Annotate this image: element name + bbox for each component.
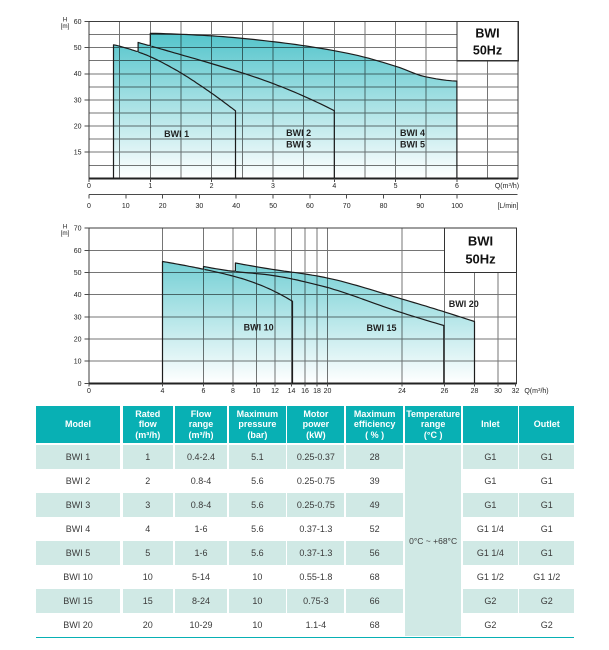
- svg-text:26: 26: [441, 388, 449, 395]
- svg-text:BWI 3: BWI 3: [286, 140, 311, 150]
- svg-text:32: 32: [512, 388, 520, 395]
- svg-text:28: 28: [471, 388, 479, 395]
- svg-text:BWI 15: BWI 15: [366, 323, 396, 333]
- svg-text:60: 60: [74, 19, 82, 26]
- svg-text:0: 0: [87, 203, 91, 210]
- svg-text:BWI: BWI: [475, 27, 499, 41]
- svg-text:90: 90: [416, 203, 424, 210]
- svg-text:H: H: [63, 17, 68, 24]
- svg-text:BWI 10: BWI 10: [244, 322, 274, 332]
- svg-text:14: 14: [288, 388, 296, 395]
- svg-text:4: 4: [161, 388, 165, 395]
- svg-text:3: 3: [271, 183, 275, 190]
- svg-text:70: 70: [343, 203, 351, 210]
- svg-text:100: 100: [451, 203, 463, 210]
- svg-text:70: 70: [74, 226, 82, 233]
- svg-text:20: 20: [324, 388, 332, 395]
- svg-text:1: 1: [148, 183, 152, 190]
- svg-text:[L/min]: [L/min]: [497, 203, 518, 210]
- svg-text:BWI 5: BWI 5: [400, 140, 425, 150]
- svg-text:BWI 1: BWI 1: [164, 129, 189, 139]
- svg-text:12: 12: [271, 388, 279, 395]
- svg-text:50Hz: 50Hz: [473, 44, 502, 58]
- svg-text:24: 24: [398, 388, 406, 395]
- svg-text:60: 60: [306, 203, 314, 210]
- svg-text:BWI 4: BWI 4: [400, 128, 425, 138]
- svg-text:0: 0: [87, 388, 91, 395]
- svg-text:5: 5: [394, 183, 398, 190]
- svg-text:0: 0: [87, 183, 91, 190]
- svg-text:50: 50: [269, 203, 277, 210]
- svg-text:50: 50: [74, 45, 82, 52]
- svg-text:[m]: [m]: [61, 230, 70, 237]
- svg-text:10: 10: [74, 359, 82, 366]
- svg-text:6: 6: [455, 183, 459, 190]
- svg-text:15: 15: [74, 150, 82, 157]
- svg-text:6: 6: [202, 388, 206, 395]
- svg-text:10: 10: [253, 388, 261, 395]
- svg-text:8: 8: [231, 388, 235, 395]
- svg-text:10: 10: [122, 203, 130, 210]
- svg-text:30: 30: [74, 314, 82, 321]
- svg-text:30: 30: [196, 203, 204, 210]
- svg-text:18: 18: [313, 388, 321, 395]
- svg-text:80: 80: [380, 203, 388, 210]
- svg-text:50: 50: [74, 270, 82, 277]
- svg-text:H: H: [63, 223, 68, 230]
- svg-text:30: 30: [494, 388, 502, 395]
- svg-text:20: 20: [159, 203, 167, 210]
- svg-text:[m]: [m]: [61, 23, 70, 30]
- svg-text:40: 40: [232, 203, 240, 210]
- svg-text:BWI 2: BWI 2: [286, 128, 311, 138]
- svg-text:0: 0: [78, 381, 82, 388]
- svg-text:60: 60: [74, 248, 82, 255]
- svg-text:BWI 20: BWI 20: [449, 299, 479, 309]
- svg-text:4: 4: [332, 183, 336, 190]
- svg-text:30: 30: [74, 97, 82, 104]
- svg-text:20: 20: [74, 337, 82, 344]
- svg-text:16: 16: [301, 388, 309, 395]
- svg-text:Q(m3/h): Q(m3/h): [495, 182, 519, 190]
- svg-text:Q(m3/h): Q(m3/h): [524, 387, 548, 395]
- svg-text:20: 20: [74, 124, 82, 131]
- svg-text:40: 40: [74, 292, 82, 299]
- svg-text:2: 2: [210, 183, 214, 190]
- svg-text:BWI: BWI: [468, 234, 493, 249]
- svg-text:50Hz: 50Hz: [465, 252, 496, 267]
- svg-text:40: 40: [74, 71, 82, 78]
